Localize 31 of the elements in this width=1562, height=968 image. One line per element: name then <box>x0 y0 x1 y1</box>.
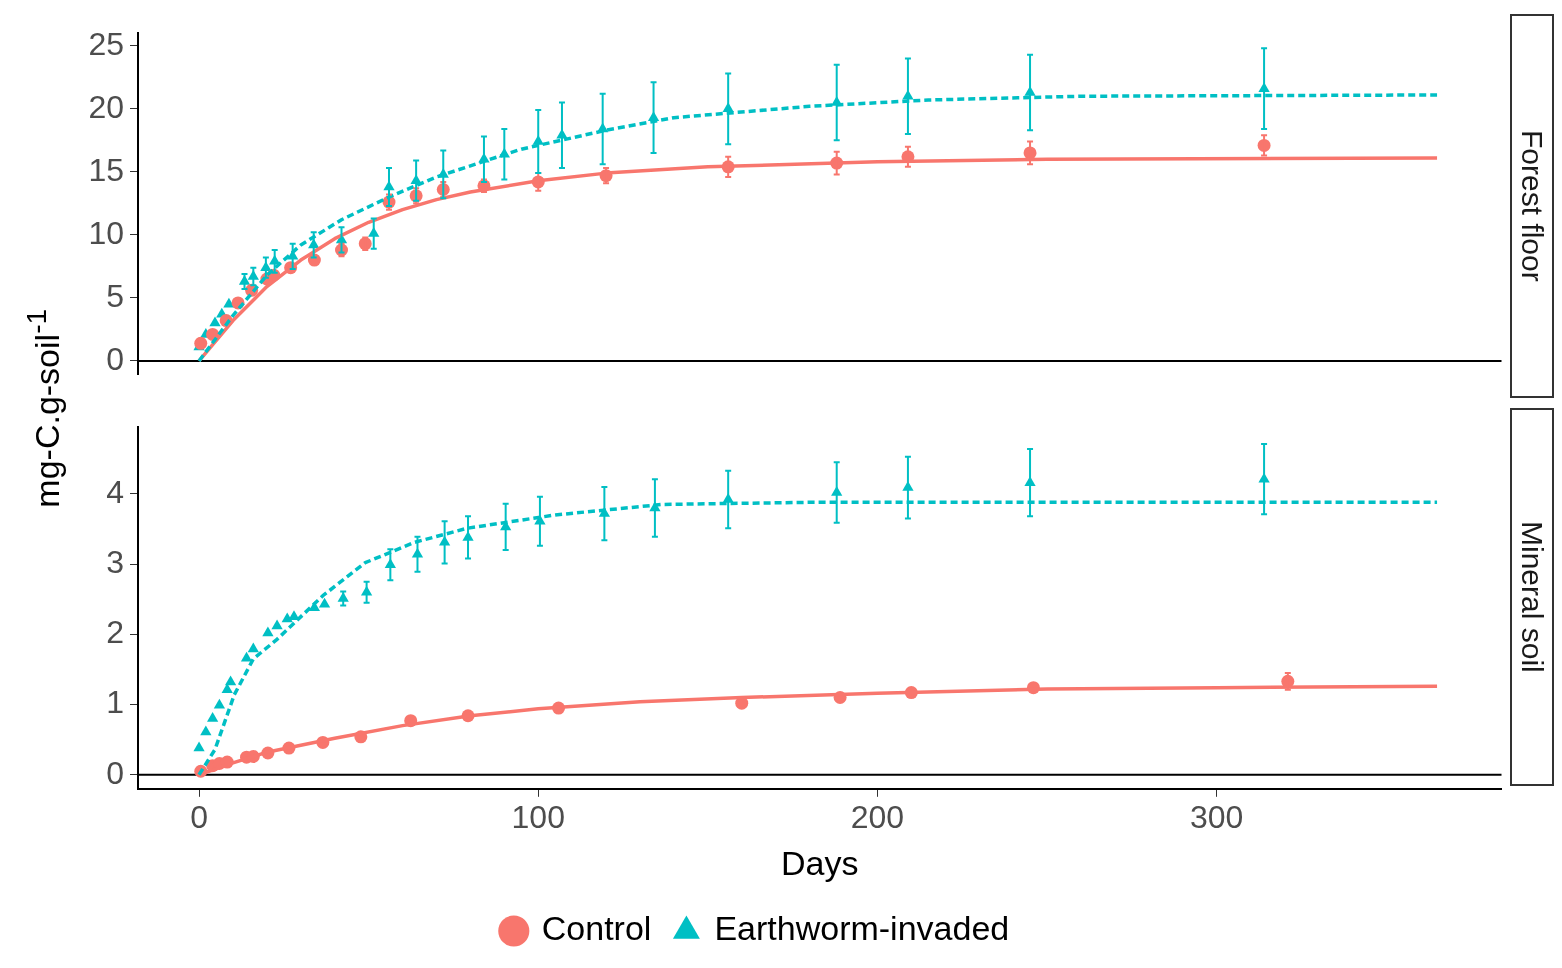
y-tick-label: 5 <box>106 277 124 314</box>
y-tick-label: 15 <box>88 151 124 188</box>
legend-label: Control <box>541 909 652 948</box>
y-tick-label: 0 <box>106 340 124 377</box>
x-axis-title: Days <box>781 843 859 882</box>
point <box>206 712 219 722</box>
legend-label: Earthworm-invaded <box>714 909 1010 948</box>
y-tick-label: 1 <box>106 684 124 721</box>
point <box>271 619 283 630</box>
y-tick-label: 0 <box>106 754 124 791</box>
point <box>209 316 221 327</box>
text: Forest floor <box>1515 130 1549 282</box>
x-tick-label: 300 <box>1189 798 1244 835</box>
point <box>224 675 237 686</box>
x-tick-label: 100 <box>511 798 565 835</box>
y-tick-label: 10 <box>88 214 124 251</box>
text: Mineral soil <box>1515 521 1549 673</box>
y-tick-label: 20 <box>88 88 124 125</box>
y-tick-label: 25 <box>88 25 124 62</box>
y-tick-label: 4 <box>106 473 124 510</box>
point <box>213 698 226 709</box>
x-tick-label: 0 <box>190 798 208 835</box>
point <box>200 725 212 736</box>
point <box>318 597 331 608</box>
x-tick-label: 200 <box>850 798 905 835</box>
point <box>247 642 259 653</box>
point <box>194 336 208 350</box>
y-tick-label: 2 <box>106 614 124 651</box>
y-tick-label: 3 <box>106 543 124 580</box>
point <box>262 626 274 637</box>
point <box>193 741 205 752</box>
